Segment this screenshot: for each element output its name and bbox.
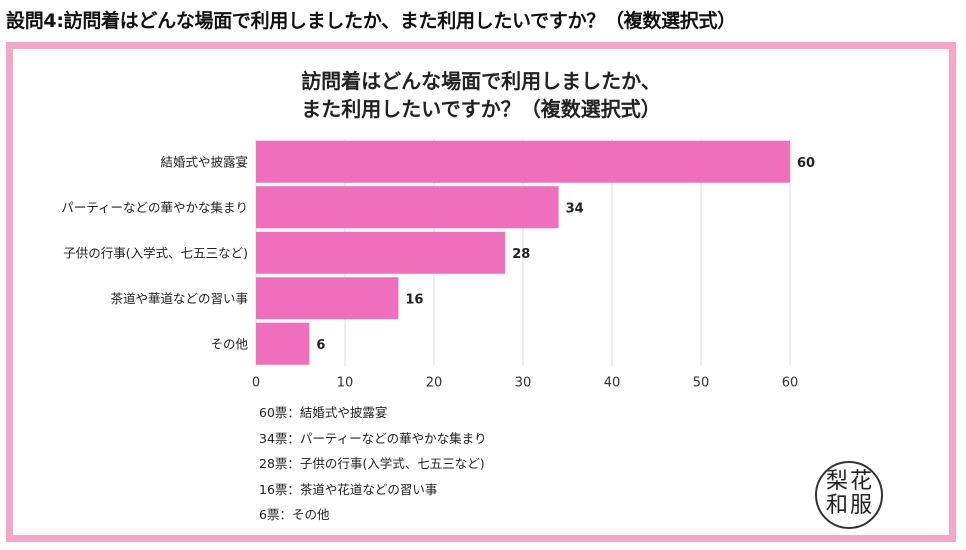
footnote-5: 6票：その他 [259, 507, 330, 522]
x-tick-label: 40 [604, 376, 621, 391]
x-tick-label: 60 [782, 376, 799, 391]
footnote-4: 16票：茶道や花道などの習い事 [259, 481, 438, 497]
vote-footnotes: 60票：結婚式や披露宴 34票：パーティーなどの華やかな集まり 28票：子供の行… [259, 404, 487, 532]
category-label: 茶道や華道などの習い事 [110, 291, 248, 306]
category-label: 子供の行事(入学式、七五三など) [63, 245, 248, 260]
data-label: 16 [405, 292, 423, 307]
data-label: 60 [797, 156, 815, 171]
data-label: 6 [316, 338, 325, 353]
category-label: パーティーなどの華やかな集まり [61, 200, 248, 215]
chart-title-line-2: また利用したいですか？（複数選択式） [301, 97, 661, 121]
category-label: その他 [210, 336, 248, 351]
rika-wafuku-logo: 梨 花 和 服 [815, 461, 883, 529]
chart-title-line-1: 訪問着はどんな場面で利用しましたか、 [301, 69, 661, 93]
logo-glyph: 和 [826, 493, 849, 518]
logo-glyph: 梨 [826, 469, 849, 494]
data-label: 28 [512, 247, 530, 262]
bar [256, 186, 559, 229]
footnote-1: 60票：結婚式や披露宴 [259, 405, 388, 420]
page-heading: 設問4:訪問着はどんな場面で利用しましたか、また利用したいですか？（複数選択式） [6, 10, 736, 32]
x-tick-label: 30 [515, 376, 532, 391]
x-tick-label: 20 [426, 376, 443, 391]
footnote-2: 34票：パーティーなどの華やかな集まり [259, 430, 487, 446]
x-tick-label: 0 [252, 376, 260, 391]
logo-glyph: 花 [850, 469, 873, 494]
category-label: 結婚式や披露宴 [160, 154, 248, 169]
bar [256, 231, 506, 274]
bar-chart: 0 10 20 30 40 50 60 結婚式や披露宴 60 パーティーなどの華やかな集まり 34 子… [61, 139, 815, 391]
x-tick-label: 50 [693, 376, 710, 391]
data-label: 34 [566, 201, 584, 216]
bar [256, 322, 310, 365]
chart-frame: 訪問着はどんな場面で利用しましたか、 また利用したいですか？（複数選択式） 0 1… [6, 42, 956, 542]
logo-glyph: 服 [850, 493, 873, 518]
footnote-3: 28票：子供の行事(入学式、七五三など) [259, 456, 485, 471]
x-tick-label: 10 [337, 376, 354, 391]
bar [256, 277, 399, 320]
bar [256, 140, 790, 183]
